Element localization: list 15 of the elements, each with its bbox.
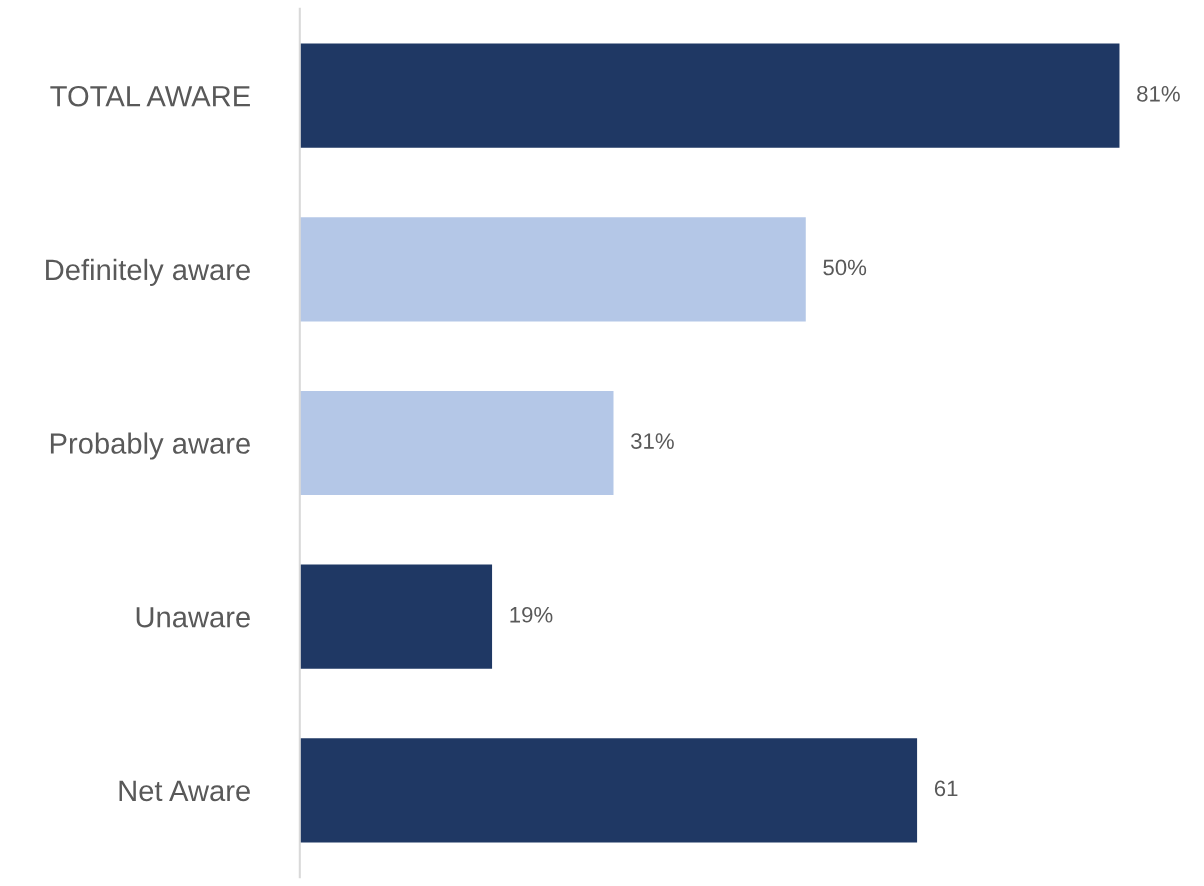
data-label: 50%: [823, 259, 867, 276]
bar: [299, 738, 918, 843]
bar: [299, 43, 1120, 148]
data-label: 61: [934, 780, 958, 797]
data-label: 81%: [1137, 85, 1180, 102]
y-tick-label: Unaware: [136, 607, 250, 628]
data-label: 19%: [510, 606, 553, 623]
data-label: 31%: [631, 433, 674, 449]
bar: [299, 217, 806, 322]
bar: [299, 564, 493, 669]
y-tick-label: Definitely aware: [46, 258, 250, 286]
bar: [299, 390, 614, 496]
y-tick-label: Probably aware: [50, 432, 250, 460]
y-tick-label: TOTAL AWARE: [50, 85, 250, 107]
y-tick-label: Net Aware: [119, 780, 250, 802]
